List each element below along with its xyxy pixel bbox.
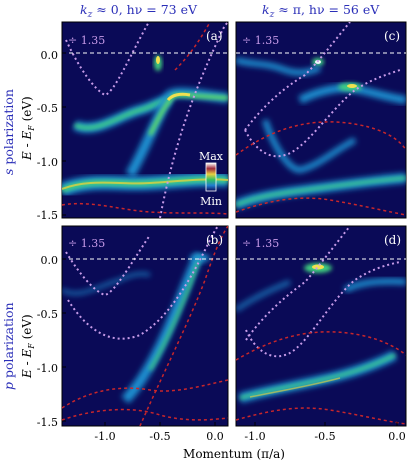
panel-a: ÷ 1.35 (a) Max Min — [61, 21, 229, 219]
row-label-s-polarization: s polarization — [1, 89, 16, 175]
panel-c: ÷ 1.35 (c) — [235, 21, 407, 219]
colorbar: Max Min — [199, 150, 224, 208]
x-tick-left-2: 0.0 — [206, 430, 224, 443]
panel-d-divisor: ÷ 1.35 — [242, 237, 279, 250]
x-tick-right-0: -1.0 — [244, 430, 265, 443]
y-tick-bottom-2: -1.0 — [37, 362, 58, 375]
y-tick-bottom-1: -0.5 — [37, 308, 58, 321]
colorbar-max: Max — [199, 150, 224, 163]
y-tick-bottom-3: -1.5 — [37, 416, 58, 429]
y-tick-top-1: -0.5 — [37, 102, 58, 115]
panel-d: ÷ 1.35 (d) — [235, 225, 407, 427]
row-label-p-polarization: p polarization — [1, 302, 16, 390]
panel-a-label: (a) — [206, 29, 223, 43]
panel-b-divisor: ÷ 1.35 — [68, 237, 105, 250]
x-tick-right-1: -0.5 — [314, 430, 335, 443]
axis-ticks — [62, 52, 398, 426]
panel-c-divisor: ÷ 1.35 — [242, 34, 279, 47]
y-axis-label-bottom: E - EF (eV) — [20, 314, 36, 379]
x-axis-label: Momentum (π/a) — [183, 447, 285, 461]
panel-d-label: (d) — [384, 233, 401, 247]
y-tick-top-3: -1.5 — [37, 209, 58, 222]
panel-b-label: (b) — [206, 233, 223, 247]
column-title-kzpi: kz ≈ π, hν = 56 eV — [262, 2, 380, 20]
panel-c-label: (c) — [384, 29, 400, 43]
x-tick-left-0: -1.0 — [94, 430, 115, 443]
x-tick-right-2: 0.0 — [388, 430, 406, 443]
y-tick-top-2: -1.0 — [37, 156, 58, 169]
colorbar-min: Min — [200, 195, 222, 208]
panel-b: ÷ 1.35 (b) — [61, 225, 229, 427]
x-tick-left-1: -0.5 — [149, 430, 170, 443]
y-tick-bottom-0: 0.0 — [41, 254, 59, 267]
column-title-kz0: kz ≈ 0, hν = 73 eV — [80, 2, 198, 20]
y-tick-top-0: 0.0 — [41, 49, 59, 62]
y-axis-label-top: E - EF (eV) — [20, 96, 36, 161]
panel-a-divisor: ÷ 1.35 — [68, 34, 105, 47]
